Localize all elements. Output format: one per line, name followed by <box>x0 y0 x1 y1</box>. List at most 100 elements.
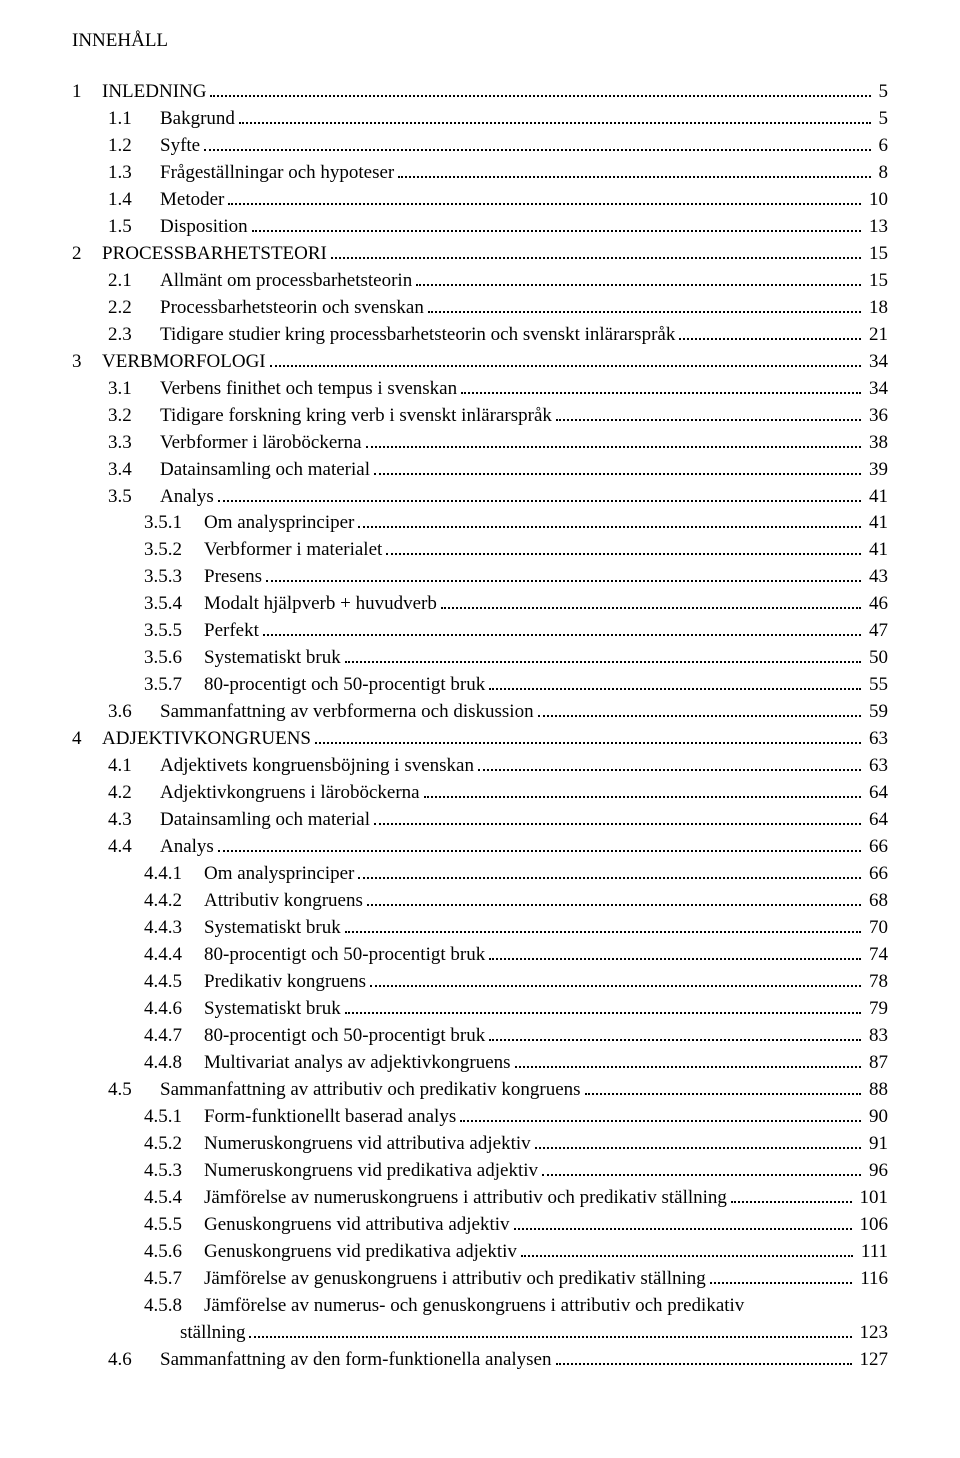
toc-entry-number: 4.4.5 <box>144 969 204 996</box>
toc-entry: 4.4.3Systematiskt bruk70 <box>72 915 888 942</box>
toc-entry-text: Numeruskongruens vid predikativa adjekti… <box>204 1158 538 1185</box>
toc-leader-dots <box>204 134 870 151</box>
toc-leader-dots <box>489 673 861 690</box>
toc-entry-number: 4.4.8 <box>144 1050 204 1077</box>
toc-entry: 3.1Verbens finithet och tempus i svenska… <box>72 376 888 403</box>
toc-entry-text: Analys <box>160 834 214 861</box>
toc-entry-number: 3.5.1 <box>144 510 204 537</box>
toc-entry-number: 4.4.6 <box>144 996 204 1023</box>
toc-leader-dots <box>460 1105 861 1122</box>
toc-leader-dots <box>521 1240 853 1257</box>
toc-leader-dots <box>358 511 861 528</box>
toc-entry-number: 2.1 <box>108 268 160 295</box>
toc-leader-dots <box>556 404 861 421</box>
toc-entry: ställning123 <box>72 1320 888 1347</box>
toc-entry-text: Verbformer i läroböckerna <box>160 430 362 457</box>
toc-entry-text: Datainsamling och material <box>160 807 370 834</box>
toc-entry-number: 3 <box>72 349 102 376</box>
toc-entry-page: 21 <box>865 322 888 349</box>
toc-entry-number: 2.2 <box>108 295 160 322</box>
toc-leader-dots <box>386 538 861 555</box>
toc-entry-text: Om analysprinciper <box>204 510 354 537</box>
toc-entry-page: 41 <box>865 484 888 511</box>
toc-entry-text: Systematiskt bruk <box>204 996 341 1023</box>
toc-entry-number: 4.5 <box>108 1077 160 1104</box>
toc-entry: 2.2Processbarhetsteorin och svenskan18 <box>72 295 888 322</box>
toc-entry-page: 5 <box>875 79 889 106</box>
toc-entry-number: 3.5.3 <box>144 564 204 591</box>
toc-leader-dots <box>210 80 870 97</box>
toc-entry-page: 123 <box>856 1320 889 1347</box>
toc-entry: 3.5.1Om analysprinciper 41 <box>72 510 888 537</box>
toc-entry-page: 116 <box>856 1266 888 1293</box>
toc-entry: 3.5.5Perfekt47 <box>72 618 888 645</box>
toc-entry: 4.5.8Jämförelse av numerus- och genuskon… <box>72 1293 888 1320</box>
toc-leader-dots <box>542 1159 861 1176</box>
toc-entry-number: 4.5.7 <box>144 1266 204 1293</box>
toc-entry-page: 41 <box>865 537 888 564</box>
toc-entry-number: 3.6 <box>108 699 160 726</box>
toc-entry-text: Datainsamling och material <box>160 457 370 484</box>
toc-entry-number: 4.4.3 <box>144 915 204 942</box>
toc-entry-page: 66 <box>865 861 888 888</box>
toc-entry: 3.3Verbformer i läroböckerna38 <box>72 430 888 457</box>
toc-entry-number: 4.4.7 <box>144 1023 204 1050</box>
toc-entry-text: Perfekt <box>204 618 259 645</box>
toc-entry-text: Tidigare forskning kring verb i svenskt … <box>160 403 552 430</box>
toc-entry-number: 3.5.7 <box>144 672 204 699</box>
toc-leader-dots <box>366 430 861 447</box>
toc-entry: 4.4.2Attributiv kongruens68 <box>72 888 888 915</box>
toc-leader-dots <box>428 296 861 313</box>
toc-leader-dots <box>266 565 861 582</box>
toc-entry-text: Analys <box>160 484 214 511</box>
toc-leader-dots <box>358 862 861 879</box>
toc-entry-text: Jämförelse av genuskongruens i attributi… <box>204 1266 706 1293</box>
toc-entry-number: 3.3 <box>108 430 160 457</box>
toc-entry-text: PROCESSBARHETSTEORI <box>102 241 327 268</box>
toc-entry-text: Multivariat analys av adjektivkongruens <box>204 1050 511 1077</box>
toc-container: 1INLEDNING51.1Bakgrund51.2Syfte61.3Fråge… <box>72 79 888 1374</box>
toc-entry-page: 34 <box>865 349 888 376</box>
toc-entry-page: 34 <box>865 376 888 403</box>
toc-entry-text: Jämförelse av numeruskongruens i attribu… <box>204 1185 727 1212</box>
toc-leader-dots <box>218 835 861 852</box>
toc-entry-page: 41 <box>865 510 888 537</box>
toc-leader-dots <box>218 484 861 501</box>
toc-leader-dots <box>374 808 861 825</box>
toc-entry: 1.2Syfte6 <box>72 133 888 160</box>
toc-leader-dots <box>228 188 861 205</box>
toc-leader-dots <box>515 1051 861 1068</box>
toc-entry: 3.5.780-procentigt och 50-procentigt bru… <box>72 672 888 699</box>
toc-leader-dots <box>374 457 861 474</box>
toc-entry-page: 6 <box>875 133 889 160</box>
toc-leader-dots <box>489 1024 861 1041</box>
toc-entry: 4.5.6Genuskongruens vid predikativa adje… <box>72 1239 888 1266</box>
toc-entry: 3.5Analys41 <box>72 484 888 511</box>
toc-entry-text: Attributiv kongruens <box>204 888 363 915</box>
toc-entry-number: 1 <box>72 79 102 106</box>
toc-entry-text: Frågeställningar och hypoteser <box>160 160 394 187</box>
toc-entry-number: 4.4.2 <box>144 888 204 915</box>
toc-entry-page: 96 <box>865 1158 888 1185</box>
toc-entry: 3.5.3Presens43 <box>72 564 888 591</box>
toc-entry: 4.5.5Genuskongruens vid attributiva adje… <box>72 1212 888 1239</box>
toc-leader-dots <box>345 997 861 1014</box>
toc-entry-page: 64 <box>865 780 888 807</box>
toc-entry-text: Predikativ kongruens <box>204 969 366 996</box>
toc-entry-page: 10 <box>865 187 888 214</box>
toc-entry-page: 36 <box>865 403 888 430</box>
toc-entry-text: ADJEKTIVKONGRUENS <box>102 726 311 753</box>
toc-leader-dots <box>461 377 861 394</box>
toc-leader-dots <box>252 215 861 232</box>
toc-entry-text: Systematiskt bruk <box>204 645 341 672</box>
toc-entry-number: 3.5.4 <box>144 591 204 618</box>
toc-leader-dots <box>556 1347 852 1364</box>
toc-entry-number: 3.5.2 <box>144 537 204 564</box>
toc-entry-number: 4.5.8 <box>144 1293 204 1320</box>
toc-title: INNEHÅLL <box>72 28 888 55</box>
toc-entry-number: 3.5.5 <box>144 618 204 645</box>
toc-entry-text: Sammanfattning av attributiv och predika… <box>160 1077 581 1104</box>
toc-entry-page: 88 <box>865 1077 888 1104</box>
toc-entry-text: Numeruskongruens vid attributiva adjekti… <box>204 1131 531 1158</box>
toc-entry-number: 4.4 <box>108 834 160 861</box>
